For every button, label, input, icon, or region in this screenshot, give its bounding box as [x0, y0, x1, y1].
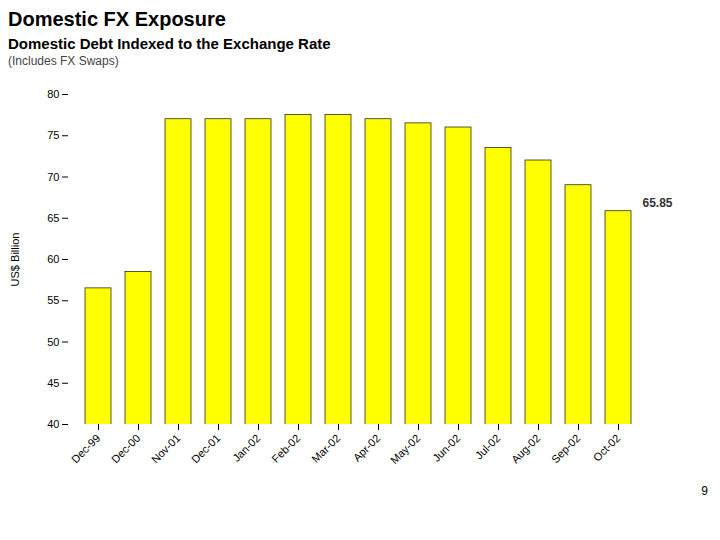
svg-text:Jul-02: Jul-02	[473, 432, 503, 462]
html-text:9: 9	[701, 484, 708, 498]
svg-text:May-02: May-02	[388, 432, 422, 466]
html-text:Domestic FX Exposure: Domestic FX Exposure	[8, 8, 226, 30]
svg-text:Jan-02: Jan-02	[230, 432, 262, 464]
svg-text:75: 75	[47, 129, 59, 141]
svg-text:80: 80	[47, 88, 59, 100]
svg-text:70: 70	[47, 171, 59, 183]
svg-text:Apr-02: Apr-02	[351, 432, 383, 464]
svg-text:Dec-01: Dec-01	[189, 432, 223, 466]
svg-text:Mar-02: Mar-02	[309, 432, 342, 465]
svg-text:45: 45	[47, 377, 59, 389]
svg-text:40: 40	[47, 418, 59, 430]
svg-text:50: 50	[47, 336, 59, 348]
svg-text:Sep-02: Sep-02	[549, 432, 583, 466]
svg-text:65.85: 65.85	[643, 196, 673, 210]
svg-text:Dec-00: Dec-00	[109, 432, 143, 466]
svg-text:US$ Billion: US$ Billion	[9, 233, 21, 287]
svg-text:60: 60	[47, 253, 59, 265]
svg-text:Dec-99: Dec-99	[69, 432, 103, 466]
svg-text:55: 55	[47, 294, 59, 306]
svg-text:Nov-01: Nov-01	[149, 432, 183, 466]
svg-text:Jun-02: Jun-02	[430, 432, 462, 464]
svg-text:Oct-02: Oct-02	[591, 432, 623, 464]
svg-text:Aug-02: Aug-02	[509, 432, 543, 466]
html-text:Domestic Debt Indexed to the E: Domestic Debt Indexed to the Exchange Ra…	[8, 35, 331, 52]
svg-text:Feb-02: Feb-02	[269, 432, 302, 465]
html-text:(Includes FX Swaps): (Includes FX Swaps)	[8, 54, 119, 68]
svg-text:65: 65	[47, 212, 59, 224]
